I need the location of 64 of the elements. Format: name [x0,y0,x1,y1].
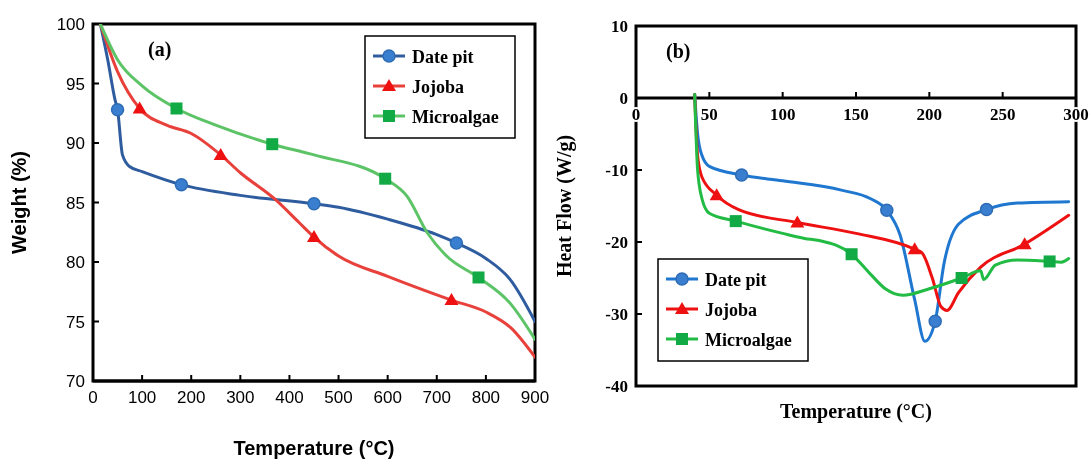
point [880,203,894,218]
x-tick-label: 600 [373,388,402,407]
x-tick-label: 150 [843,105,869,124]
legend-label: Jojoba [705,300,758,320]
x-tick-label: 200 [916,105,943,124]
legend-label: Date pit [412,47,474,67]
y-tick-label: -10 [605,161,628,180]
point [734,168,749,182]
point [307,196,321,211]
legend-label: Date pit [705,270,767,290]
x-tick-label: 100 [127,388,157,407]
y-tick-label: 95 [66,74,85,94]
y-tick-label: 10 [611,17,628,36]
point [213,147,228,160]
x-tick-label: 400 [275,388,304,407]
y-tick-label: 100 [56,15,85,34]
annotation: (b) [666,40,691,63]
point [444,293,459,306]
x-tick-label: 900 [520,388,550,407]
y-tick-label: -30 [605,305,628,324]
point [709,188,724,201]
annotation: (a) [148,38,172,61]
point [1017,237,1032,250]
point [955,272,968,284]
x-tick-label: 200 [177,388,206,407]
x-tick-label: 100 [769,105,796,124]
point [379,172,392,185]
legend-label: Microalgae [705,330,792,350]
y-tick-label: -40 [605,377,628,396]
x-axis-title: Temperature (°C) [233,437,395,459]
y-tick-label: 85 [66,193,85,213]
point [1043,255,1056,268]
y-tick-label: 90 [66,134,85,153]
y-tick-label: 0 [619,89,628,108]
point [729,215,742,228]
y-axis-title: Heat Flow (W/g) [553,134,576,278]
x-tick-label: 0 [88,388,98,407]
point [132,101,147,114]
point [907,242,922,255]
x-tick-label: 250 [989,105,1016,124]
point [472,271,485,284]
point [110,102,125,117]
x-axis-title: Temperature (°C) [780,400,932,423]
point [845,248,858,261]
legend-label: Jojoba [412,77,465,97]
point [307,230,321,243]
y-axis-title: Weight (%) [8,151,30,254]
x-tick-label: 700 [422,388,451,407]
x-tick-label: 800 [471,388,501,407]
point [449,236,464,250]
y-tick-label: -20 [605,233,628,252]
legend-label: Microalgae [412,107,499,127]
x-tick-label: 50 [700,105,718,124]
y-tick-label: 80 [66,253,85,272]
point [170,102,183,115]
point [790,215,805,228]
point [979,202,994,217]
point [266,138,279,151]
x-tick-label: 300 [226,388,255,407]
y-tick-label: 70 [66,372,85,391]
y-tick-label: 75 [66,312,85,332]
point [928,314,942,328]
x-tick-label: 500 [324,388,353,407]
point [174,177,189,192]
